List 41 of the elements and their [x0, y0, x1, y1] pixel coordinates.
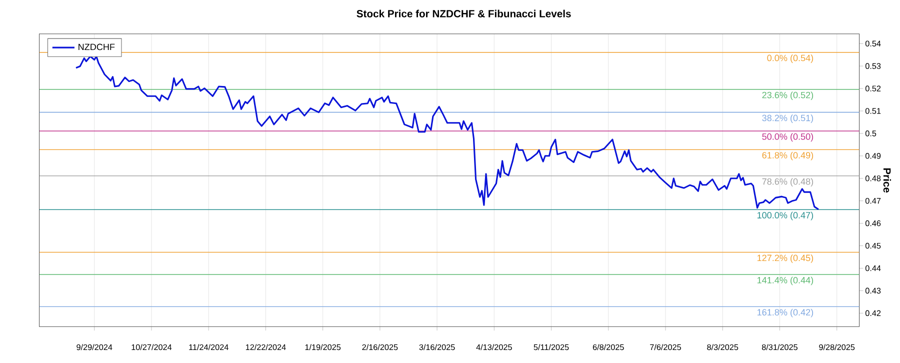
line-series	[75, 55, 820, 210]
ref-line-label: 78.6% (0.48)	[762, 178, 814, 186]
ref-line-label: 0.0% (0.54)	[767, 54, 814, 63]
y-tick-label: 0.47	[865, 198, 881, 204]
x-tick-label: 2/16/2025	[362, 344, 398, 350]
ref-line-label: 127.2% (0.45)	[757, 254, 814, 263]
ref-line-label: 141.4% (0.44)	[757, 276, 814, 285]
x-tick-label: 4/13/2025	[476, 344, 512, 350]
y-tick-label: 0.44	[865, 265, 881, 271]
chart-title: Stock Price for NZDCHF & Fibunacci Levels	[356, 10, 571, 18]
y-tick-label: 0.54	[865, 40, 881, 46]
x-tick-label: 8/31/2025	[762, 344, 798, 350]
y-axis-title: Price	[883, 168, 891, 192]
y-tick-label: 0.45	[865, 242, 881, 248]
y-tick-label: 0.52	[865, 85, 881, 92]
x-tick-label: 1/19/2025	[305, 344, 341, 350]
x-tick-label: 12/22/2024	[246, 344, 286, 350]
y-tick-label: 0.46	[865, 220, 881, 226]
x-tick-label: 8/3/2025	[707, 344, 738, 350]
ref-line-label: 50.0% (0.50)	[762, 132, 814, 142]
y-tick-label: 0.42	[865, 310, 881, 316]
x-tick-label: 10/27/2024	[132, 344, 172, 350]
ref-line-label: 100.0% (0.47)	[757, 212, 814, 220]
ref-line-label: 38.2% (0.51)	[762, 114, 814, 123]
y-tick-label: 0.48	[865, 175, 881, 182]
legend-label: NZDCHF	[78, 44, 115, 50]
x-tick-label: 11/24/2024	[189, 344, 228, 350]
x-tick-label: 5/11/2025	[534, 344, 569, 350]
y-tick-label: 0.49	[865, 152, 881, 159]
x-tick-label: 3/16/2025	[419, 344, 455, 350]
x-tick-label: 9/29/2024	[76, 344, 112, 350]
y-tick-label: 0.5	[865, 130, 876, 136]
x-tick-label: 6/8/2025	[592, 344, 624, 350]
y-tick-label: 0.53	[865, 62, 881, 69]
x-tick-label: 9/28/2025	[819, 344, 855, 350]
ref-line-label: 161.8% (0.42)	[757, 308, 814, 318]
ref-line-label: 61.8% (0.49)	[762, 152, 814, 160]
y-tick-label: 0.51	[865, 108, 881, 114]
ref-line-label: 23.6% (0.52)	[762, 91, 814, 100]
x-tick-label: 7/6/2025	[650, 344, 682, 350]
y-tick-label: 0.43	[865, 288, 881, 294]
